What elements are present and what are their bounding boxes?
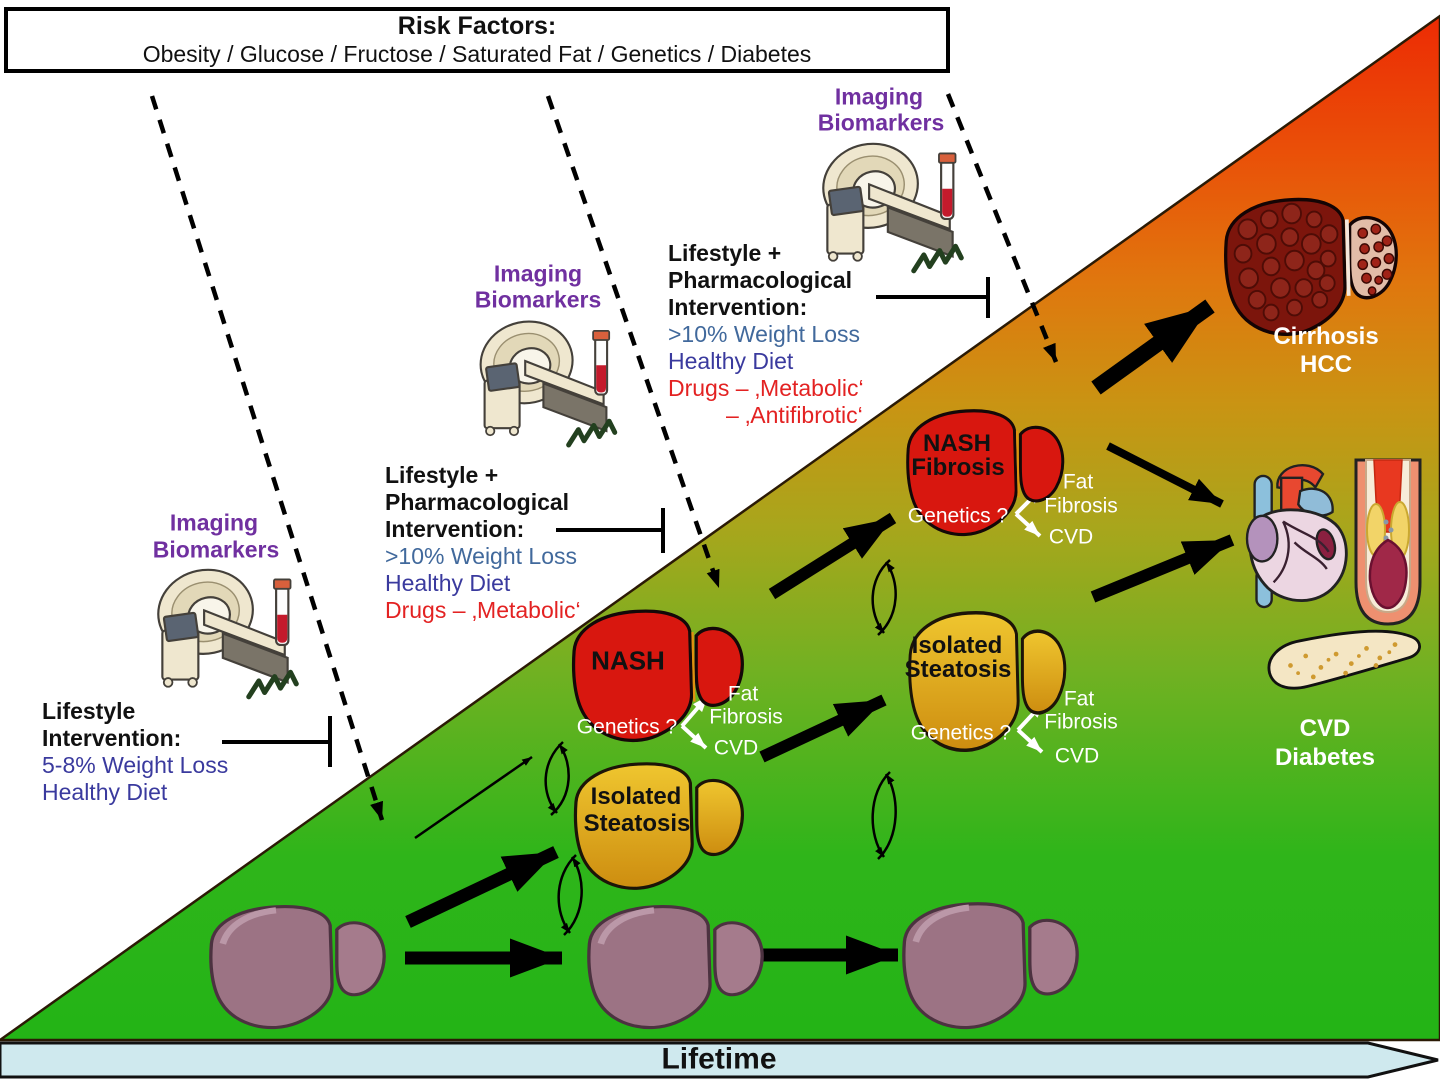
imaging-biomarkers-label-1b: Biomarkers [152,536,280,563]
imaging-biomarkers-label-3b: Biomarkers [817,109,945,136]
arrow-to-steatosis-right [759,694,887,763]
intervention-title-line: Pharmacological [668,267,853,293]
lifestyle-pharma-intervention-block-1: Lifestyle + Pharmacological Intervention… [385,462,581,624]
nash-fibrosis-cvd-label: CVD [1048,525,1094,549]
intervention-item: Drugs – ‚Metabolic‘ [385,597,581,623]
pancreas-icon [1267,629,1421,690]
nash-genetics-label: Genetics ? [576,715,678,739]
severity-gradient-triangle [0,14,1440,1042]
risk-factors-box: Risk Factors: Obesity / Glucose / Fructo… [4,7,950,73]
intervention-item: – ‚Antifibrotic‘ [726,402,863,428]
steatosis-fibrosis-label: Fibrosis [1044,710,1118,734]
arrow-healthy1-steatosis [405,846,559,928]
steatosis-left-label: Isolated [590,782,682,810]
imaging-biomarkers-label-2: Imaging [493,260,583,287]
lifestyle-pharma-intervention-block-2: Lifestyle + Pharmacological Intervention… [668,240,864,429]
steatosis-right-label: Isolated [911,631,1003,659]
intervention-title-line: Pharmacological [385,489,570,515]
heart-icon [1245,464,1348,609]
lifestyle-intervention-block: Lifestyle Intervention: 5-8% Weight Loss… [42,698,228,806]
steatosis-cvd-label: CVD [1054,744,1100,768]
mri-scanner-icon [473,313,615,445]
blocked-artery-icon [1354,458,1422,626]
nash-fibrosis-risk-label: Fibrosis [709,705,783,729]
diabetes-label: Diabetes [1274,743,1376,771]
arrow-nashfibrosis-cvd [1106,442,1224,508]
intervention-title-line: Intervention: [42,725,182,751]
cirrhosis-liver [1223,197,1398,337]
nash-fibrosis-liver [906,409,1065,537]
dashed-biomarker-line-1 [149,95,385,821]
imaging-biomarkers-label-2b: Biomarkers [474,286,602,313]
arrow-nash-nashfibrosis [768,512,897,600]
imaging-biomarkers-label-1: Imaging [169,509,259,536]
intervention-item: Healthy Diet [668,348,794,374]
nash-cvd-risk-label: CVD [713,736,759,760]
hcc-label: HCC [1300,350,1352,378]
lifetime-label: Lifetime [661,1042,777,1076]
progression-arrows [405,299,1235,978]
nash-fibrosis-genetics-label: Genetics ? [907,504,1009,528]
nash-fibrosis-fibrosis-label: Fibrosis [1044,494,1118,518]
mri-scanner-icon [150,561,296,697]
intervention-title-line: Lifestyle + [385,462,499,488]
intervention-inhibition-tbars [222,277,990,767]
intervention-title-line: Intervention: [385,516,525,542]
imaging-biomarkers-label-3: Imaging [834,83,924,110]
steatosis-fat-label: Fat [1063,687,1095,711]
intervention-title-line: Lifestyle [42,698,136,724]
intervention-item: >10% Weight Loss [668,321,860,347]
reversal-cycle-arrows [544,559,897,936]
nash-fibrosis-label-b: Fibrosis [911,453,1005,481]
risk-factors-title: Risk Factors: [397,12,557,40]
cvd-label: CVD [1299,714,1351,742]
nash-fibrosis-label: NASH [922,429,992,457]
intervention-title-line: Intervention: [668,294,808,320]
nash-liver [571,609,744,743]
nash-label: NASH [591,645,665,676]
intervention-title-line: Lifestyle + [668,240,782,266]
dashed-biomarker-line-2 [545,95,722,589]
intervention-item: Healthy Diet [42,779,168,805]
nash-fat-label: Fat [727,682,759,706]
intervention-item: 5-8% Weight Loss [42,752,229,778]
nash-fibrosis-fat-label: Fat [1062,470,1094,494]
risk-factors-list: Obesity / Glucose / Fructose / Saturated… [142,41,812,67]
dashed-biomarker-lines [149,93,1059,821]
lifetime-axis-bar [0,1041,1439,1079]
steatosis-left-label-b: Steatosis [583,809,691,837]
cirrhosis-label: Cirrhosis [1273,322,1379,350]
steatosis-genetics-label: Genetics ? [910,721,1012,745]
arrow-nashfibrosis-cirrhosis [1091,299,1215,395]
arrow-thin-to-nash [414,755,533,840]
arrow-steatosis-cvd [1090,534,1235,603]
intervention-item: Drugs – ‚Metabolic‘ [668,375,864,401]
steatosis-right-label-b: Steatosis [904,655,1012,683]
intervention-item: Healthy Diet [385,570,511,596]
intervention-item: >10% Weight Loss [385,543,577,569]
